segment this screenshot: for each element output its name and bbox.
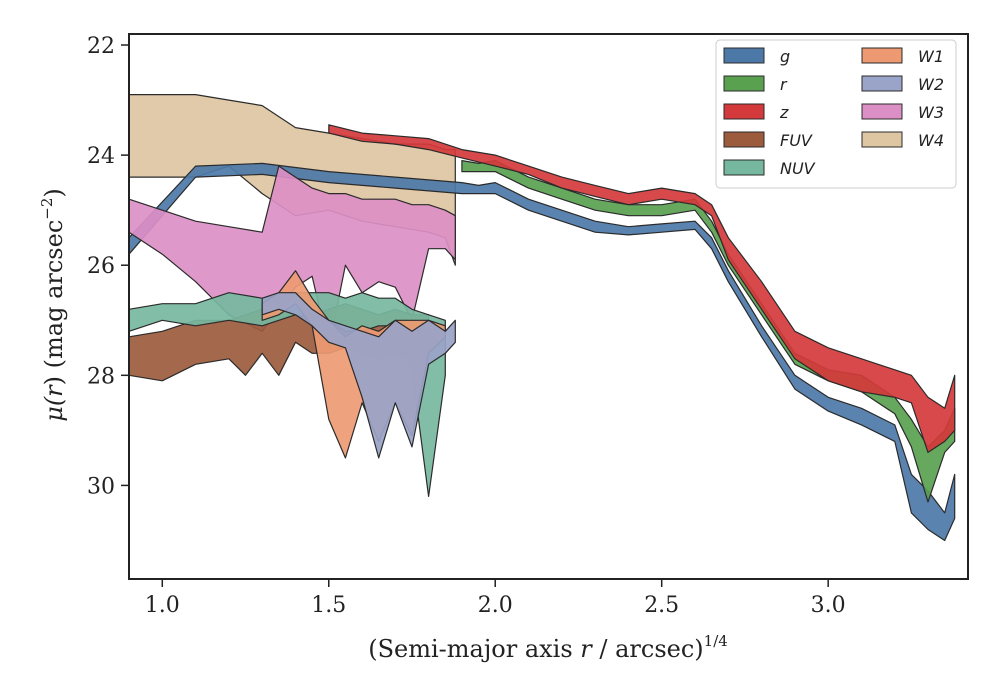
legend-swatch-g [723, 47, 765, 64]
legend-swatch-nuv [723, 159, 765, 176]
legend-label-nuv: NUV [780, 159, 816, 178]
band-r [461, 160, 956, 503]
y-axis-ticks: 22 24 26 28 30 [87, 34, 129, 499]
y-axis-label: μ(r) (mag arcsec−2) [38, 188, 68, 422]
legend-label-w4: W4 [918, 131, 944, 150]
legend-swatch-w1 [861, 47, 903, 64]
legend-swatch-z [723, 103, 765, 120]
legend-label-g: g [780, 47, 790, 66]
y-tick-label: 22 [87, 34, 115, 59]
legend-label-w3: W3 [918, 103, 944, 122]
y-tick-label: 30 [87, 474, 115, 499]
legend-swatch-fuv [723, 131, 765, 148]
band-g [128, 162, 956, 542]
x-tick-label: 1.5 [311, 593, 346, 618]
x-axis-ticks: 1.0 1.5 2.0 2.5 3.0 [145, 579, 846, 618]
band-w2 [261, 292, 456, 459]
legend-items: grz FUV NUV W1 W2 W3 W4 [723, 47, 944, 178]
legend-label-w2: W2 [918, 75, 944, 94]
x-tick-label: 1.0 [145, 593, 180, 618]
legend-swatch-r [723, 75, 765, 92]
axes-frame [128, 33, 969, 580]
x-tick-label: 2.0 [478, 593, 513, 618]
y-tick-label: 24 [87, 144, 115, 169]
legend: grz FUV NUV W1 W2 W3 W4 [715, 39, 957, 189]
legend-swatch-w4 [861, 131, 903, 148]
legend-label-z: z [779, 103, 789, 122]
y-tick-label: 26 [87, 254, 115, 279]
x-tick-label: 2.5 [644, 593, 679, 618]
x-tick-label: 3.0 [811, 593, 846, 618]
x-axis-label: (Semi-major axis r / arcsec)1/4 [368, 632, 728, 663]
legend-label-fuv: FUV [780, 131, 813, 150]
profile-bands [128, 94, 956, 542]
legend-swatch-w2 [861, 75, 903, 92]
y-tick-label: 28 [87, 364, 115, 389]
legend-label-w1: W1 [918, 47, 944, 66]
legend-swatch-w3 [861, 103, 903, 120]
legend-label-r: r [780, 75, 788, 94]
band-z [328, 124, 956, 453]
